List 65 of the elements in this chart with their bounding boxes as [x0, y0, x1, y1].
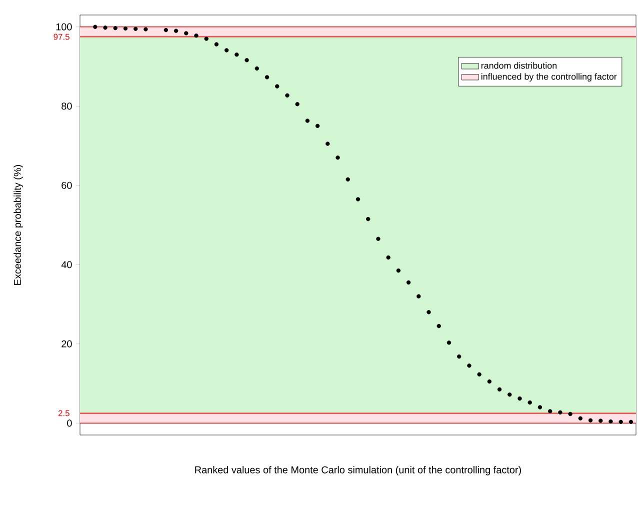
- point: [164, 28, 168, 32]
- point: [346, 177, 350, 182]
- point: [285, 93, 290, 98]
- point: [426, 310, 431, 314]
- point: [204, 36, 208, 41]
- point: [406, 280, 411, 285]
- point: [254, 66, 260, 71]
- y-tick-label: 80: [62, 102, 72, 110]
- point: [295, 102, 300, 106]
- point: [93, 24, 98, 29]
- point: [103, 26, 108, 30]
- y-tick-label: 100: [56, 23, 72, 30]
- y-tick-label: 40: [61, 261, 72, 268]
- point: [376, 236, 380, 241]
- point: [123, 26, 128, 31]
- point: [275, 84, 280, 88]
- point: [336, 156, 340, 160]
- point: [477, 372, 482, 376]
- point: [578, 416, 582, 420]
- point: [436, 324, 441, 328]
- band-label: random distribution: [481, 62, 557, 69]
- x-axis-title: Ranked values of the Monte Carlo simulation (unit of the controlling factor): [195, 466, 521, 476]
- point: [356, 197, 360, 202]
- point: [326, 142, 330, 146]
- point: [457, 354, 462, 359]
- point: [244, 58, 249, 62]
- point: [446, 340, 452, 345]
- point: [618, 420, 623, 424]
- y-axis-title: Exceedance probability (%): [14, 165, 23, 285]
- point: [214, 42, 219, 46]
- point: [305, 118, 310, 123]
- point: [416, 294, 421, 298]
- point: [113, 26, 118, 30]
- point: [548, 409, 552, 414]
- point: [184, 31, 188, 36]
- point: [608, 419, 613, 424]
- point: [315, 124, 320, 128]
- point: [558, 410, 562, 415]
- y-tick-label: 0: [67, 420, 72, 427]
- point: [508, 392, 512, 397]
- point: [588, 418, 593, 422]
- point: [174, 28, 178, 33]
- point: [386, 255, 390, 260]
- ref-line-label: 2.5: [58, 410, 70, 416]
- point: [497, 387, 502, 392]
- point: [487, 379, 492, 384]
- point: [194, 34, 198, 38]
- point: [598, 418, 603, 423]
- y-tick-label: 60: [62, 182, 72, 189]
- point: [518, 396, 522, 401]
- point: [528, 400, 532, 405]
- point: [234, 52, 239, 57]
- point: [568, 412, 572, 416]
- point: [538, 405, 542, 410]
- y-tick-label: 20: [62, 340, 72, 348]
- point: [264, 75, 270, 80]
- point: [396, 268, 401, 273]
- ref-line-label: 97.5: [54, 34, 70, 40]
- legend-label: influenced by the controlling factor: [481, 73, 617, 82]
- point: [366, 216, 370, 222]
- point: [224, 48, 229, 52]
- point: [467, 364, 472, 368]
- point: [144, 27, 148, 32]
- point: [628, 420, 634, 424]
- point: [134, 26, 138, 31]
